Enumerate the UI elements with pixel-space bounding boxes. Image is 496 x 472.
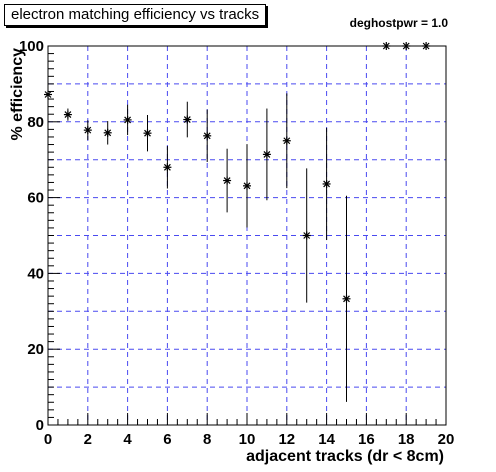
y-tick-label: 20 — [27, 341, 44, 358]
data-point-stroke — [144, 129, 151, 137]
data-point — [83, 126, 92, 135]
x-tick-label: 20 — [438, 431, 455, 448]
y-axis-label: % efficiency — [9, 48, 26, 141]
x-tick-label: 14 — [318, 431, 335, 448]
x-tick-label: 4 — [123, 431, 132, 448]
x-tick-label: 10 — [239, 431, 256, 448]
data-point-stroke — [343, 295, 350, 303]
data-point-stroke — [203, 132, 211, 140]
data-point-stroke — [283, 137, 291, 145]
chart-title: electron matching efficiency vs tracks — [4, 4, 267, 26]
data-point-stroke — [183, 116, 191, 123]
data-point-stroke — [84, 126, 92, 134]
data-point-stroke — [124, 116, 132, 124]
y-tick-label: 100 — [19, 38, 44, 55]
y-tick-label: 0 — [36, 417, 44, 434]
data-point — [302, 231, 311, 240]
data-point-stroke — [303, 232, 311, 239]
x-tick-label: 12 — [278, 431, 295, 448]
data-point-stroke — [163, 163, 171, 171]
data-point — [223, 176, 232, 185]
data-point-stroke — [263, 150, 271, 158]
x-tick-label: 2 — [84, 431, 92, 448]
data-point — [262, 150, 271, 159]
x-tick-label: 0 — [44, 431, 52, 448]
data-point — [143, 129, 152, 138]
x-tick-label: 8 — [203, 431, 211, 448]
data-point — [63, 110, 72, 119]
data-point — [322, 179, 331, 188]
data-point-stroke — [223, 177, 231, 184]
data-point-stroke — [243, 182, 251, 190]
grid-lines — [48, 46, 446, 425]
data-point — [183, 115, 192, 124]
axis-ticks: 0 2 4 6 8 10 12 14 16 18 20 0 20 40 60 80 100 — [19, 38, 454, 448]
data-point — [203, 131, 212, 140]
y-tick-label: 40 — [27, 265, 44, 282]
deghost-annotation: deghostpwr = 1.0 — [349, 16, 448, 30]
data-point — [243, 181, 251, 190]
x-axis-label: adjacent tracks (dr < 8cm) — [246, 448, 444, 465]
data-point-stroke — [104, 129, 112, 137]
x-tick-label: 6 — [163, 431, 171, 448]
y-tick-label: 80 — [27, 114, 44, 131]
data-point-stroke — [64, 111, 72, 119]
data-point-stroke — [323, 180, 331, 188]
data-points — [44, 42, 431, 402]
x-tick-label: 16 — [358, 431, 375, 448]
data-point — [123, 115, 132, 124]
data-point — [342, 294, 351, 303]
data-point — [163, 163, 172, 172]
x-tick-label: 18 — [398, 431, 415, 448]
data-point — [103, 128, 112, 137]
data-point — [282, 136, 291, 145]
y-tick-label: 60 — [27, 190, 44, 207]
